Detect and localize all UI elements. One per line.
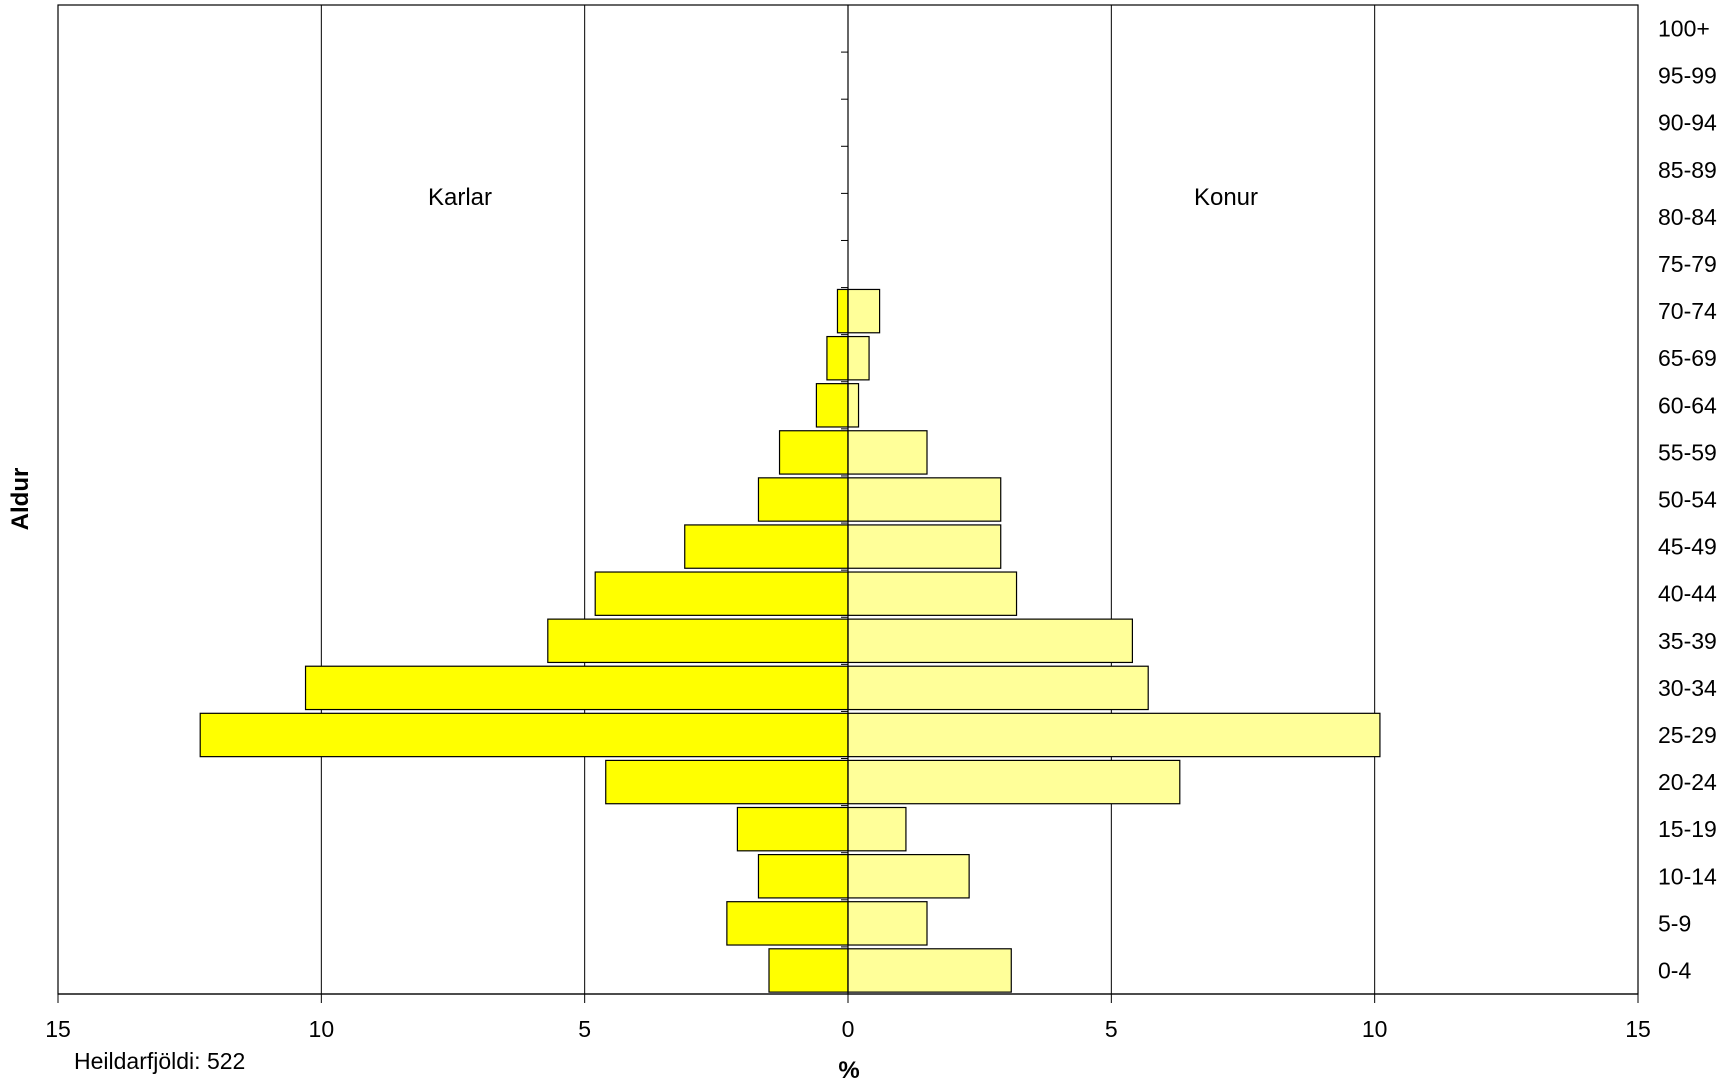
bar-konur <box>847 571 1018 616</box>
bar-konur <box>847 806 907 852</box>
bar-karlar <box>594 571 849 616</box>
bar-konur <box>847 759 1181 805</box>
bar-konur <box>847 383 860 428</box>
bar-karlar <box>757 477 849 522</box>
x-tick-label: 5 <box>578 1016 591 1042</box>
bar-karlar <box>836 288 849 334</box>
age-group-label: 25-29 <box>1658 722 1717 748</box>
bar-konur <box>847 288 881 334</box>
bar-karlar <box>815 383 849 428</box>
series-label-konur: Konur <box>1194 184 1258 211</box>
bar-karlar <box>199 712 849 758</box>
age-group-label: 40-44 <box>1658 581 1717 607</box>
total-population-note: Heildarfjöldi: 522 <box>74 1048 245 1074</box>
bar-konur <box>847 712 1381 758</box>
x-tick-label: 15 <box>1625 1016 1651 1042</box>
x-tick-label: 15 <box>45 1016 71 1042</box>
x-tick-label: 0 <box>842 1016 855 1042</box>
age-group-label: 0-4 <box>1658 957 1691 983</box>
bars <box>199 288 1381 993</box>
age-group-label: 35-39 <box>1658 628 1717 654</box>
bar-karlar <box>547 618 849 664</box>
bar-konur <box>847 665 1149 711</box>
bar-konur <box>847 618 1133 664</box>
age-group-label: 90-94 <box>1658 110 1717 136</box>
x-tick-label: 10 <box>309 1016 335 1042</box>
bar-karlar <box>768 948 849 993</box>
bar-konur <box>847 335 870 381</box>
bar-karlar <box>778 430 849 475</box>
bar-konur <box>847 430 928 475</box>
bar-karlar <box>757 853 849 899</box>
age-group-label: 60-64 <box>1658 392 1717 418</box>
bar-karlar <box>826 335 849 381</box>
age-group-label: 70-74 <box>1658 298 1717 324</box>
age-group-label: 75-79 <box>1658 251 1717 277</box>
age-group-label: 100+ <box>1658 16 1710 42</box>
age-group-label: 10-14 <box>1658 863 1717 889</box>
age-group-label: 20-24 <box>1658 769 1717 795</box>
bar-karlar <box>684 524 849 569</box>
age-group-label: 45-49 <box>1658 534 1717 560</box>
x-axis-title: % <box>838 1057 859 1078</box>
age-group-label: 55-59 <box>1658 439 1717 465</box>
x-tick-label: 10 <box>1362 1016 1388 1042</box>
x-tick-label: 5 <box>1105 1016 1118 1042</box>
age-group-label: 65-69 <box>1658 345 1717 371</box>
age-group-label: 5-9 <box>1658 910 1691 936</box>
age-group-label: 15-19 <box>1658 816 1717 842</box>
age-group-label: 80-84 <box>1658 204 1717 230</box>
bar-konur <box>847 524 1002 569</box>
bar-karlar <box>304 665 849 711</box>
bar-konur <box>847 901 928 946</box>
bar-karlar <box>726 901 849 946</box>
labels: Karlar Konur % Aldur Heildarfjöldi: 522 <box>7 184 1258 1078</box>
bar-konur <box>847 477 1002 522</box>
y-axis-title: Aldur <box>7 468 34 531</box>
axes: 15 10 5 0 5 10 15 0-4 5-9 10-14 15-19 20-24 25-29 30-… <box>45 4 1717 1042</box>
age-group-label: 30-34 <box>1658 675 1717 701</box>
age-group-label: 95-99 <box>1658 63 1717 89</box>
age-group-label: 50-54 <box>1658 487 1717 513</box>
bar-karlar <box>605 759 849 805</box>
bar-konur <box>847 948 1012 993</box>
bar-karlar <box>736 806 849 852</box>
age-group-label: 85-89 <box>1658 157 1717 183</box>
bar-konur <box>847 853 970 899</box>
series-label-karlar: Karlar <box>428 184 492 211</box>
